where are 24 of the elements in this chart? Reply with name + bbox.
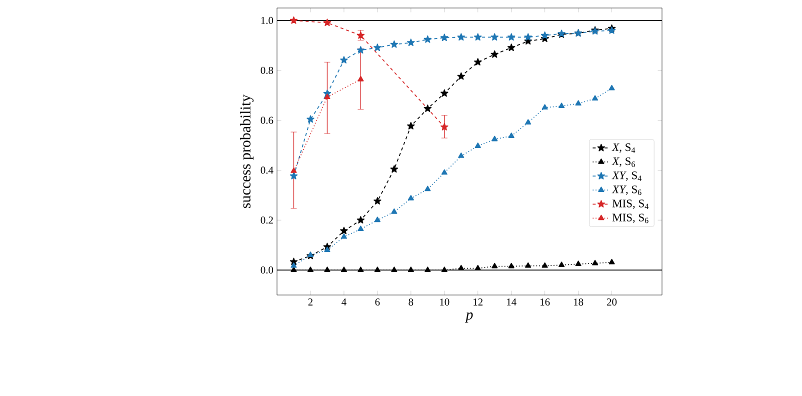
y-tick-label: 0.2	[260, 216, 273, 224]
x-tick-label: 18	[574, 298, 584, 306]
x-tick-label: 12	[474, 298, 483, 306]
x-tick-label: 4	[342, 298, 346, 306]
x-tick-label: 14	[507, 298, 516, 306]
legend-label: X, S$_{6}$	[612, 157, 636, 167]
y-tick-label: 0.0	[260, 266, 274, 274]
x-tick-label: 8	[408, 298, 414, 306]
x-axis-title: p	[464, 312, 473, 323]
legend-label: XY, S$_{4}$	[612, 172, 642, 181]
y-tick-label: 0.8	[260, 66, 274, 74]
legend-label: MIS, S$_{4}$	[612, 200, 648, 209]
legend-label: XY, S$_{6}$	[612, 186, 642, 196]
legend-label: MIS, S$_{6}$	[612, 214, 648, 224]
y-tick-label: 1.0	[261, 16, 274, 24]
y-tick-label: 0.6	[260, 116, 274, 124]
x-tick-label: 10	[440, 298, 450, 306]
x-tick-label: 2	[308, 298, 313, 306]
y-axis-title: success probability	[240, 94, 254, 208]
x-tick-label: 16	[540, 298, 550, 306]
y-tick-label: 0.4	[260, 166, 274, 174]
x-tick-label: 20	[607, 298, 617, 306]
x-tick-label: 6	[375, 298, 380, 306]
legend-label: X, S$_{4}$	[612, 143, 636, 153]
